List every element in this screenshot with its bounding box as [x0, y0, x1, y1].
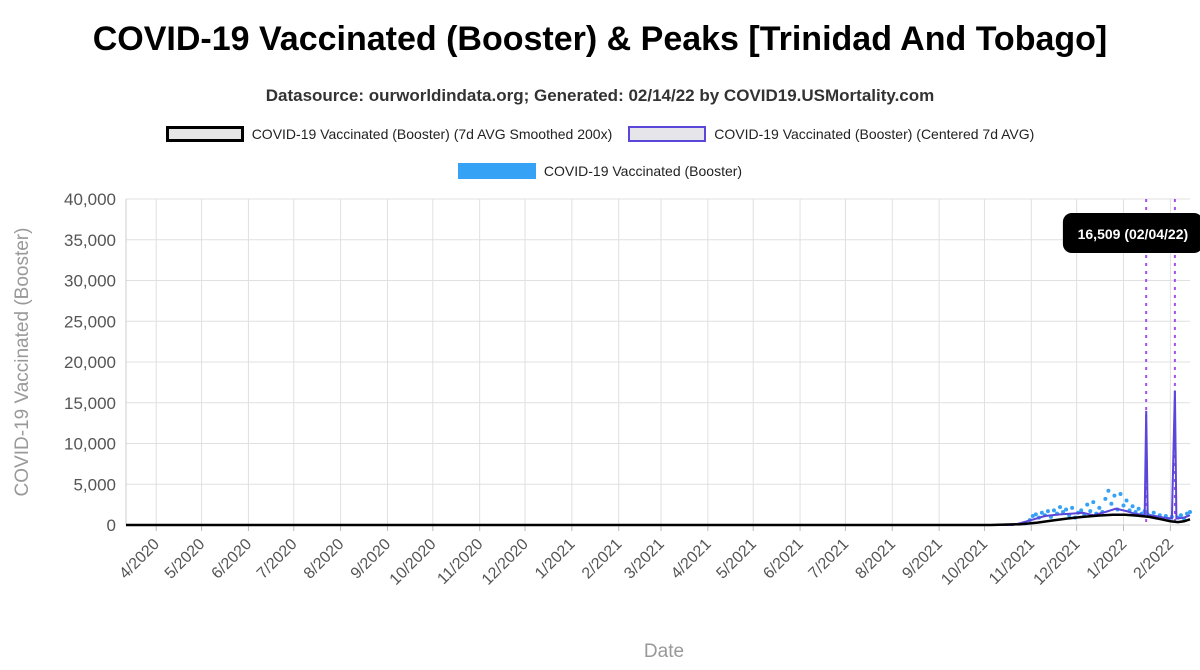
legend-item-smoothed[interactable]: COVID-19 Vaccinated (Booster) (7d AVG Sm… — [165, 126, 613, 142]
x-tick-label: 1/2022 — [1084, 536, 1131, 583]
raw-data-point — [1151, 510, 1156, 515]
raw-data-point — [1070, 505, 1075, 510]
raw-data-point — [1118, 492, 1123, 497]
raw-data-point — [1030, 514, 1035, 519]
centered-avg-line — [126, 390, 1191, 526]
y-tick-label: 5,000 — [73, 475, 116, 494]
legend-swatch-centered — [628, 126, 707, 142]
raw-data-point — [1079, 508, 1084, 513]
y-tick-label: 10,000 — [64, 435, 116, 454]
y-tick-label: 20,000 — [64, 353, 116, 372]
raw-data-point — [1136, 506, 1141, 511]
x-tick-label: 12/2021 — [1031, 536, 1084, 589]
x-tick-label: 2/2021 — [579, 536, 626, 583]
peak-annotation-text: 16,509 (02/04/22) — [1078, 226, 1189, 242]
legend-swatch-raw — [457, 163, 536, 179]
raw-data-point — [1124, 498, 1129, 503]
y-tick-label: 35,000 — [64, 231, 116, 250]
raw-data-point — [1061, 509, 1066, 514]
chart-subtitle: Datasource: ourworldindata.org; Generate… — [265, 86, 935, 105]
y-tick-label: 0 — [107, 516, 116, 535]
legend-label-raw: COVID-19 Vaccinated (Booster) — [543, 163, 743, 179]
smoothed-avg-line — [126, 513, 1191, 527]
raw-data-point — [1085, 502, 1090, 507]
x-tick-label: 5/2020 — [162, 536, 209, 583]
x-tick-label: 10/2021 — [938, 536, 991, 589]
x-tick-label: 12/2020 — [479, 536, 532, 589]
raw-data-point — [1109, 501, 1114, 506]
chart-title: COVID-19 Vaccinated (Booster) & Peaks [T… — [92, 20, 1108, 58]
y-tick-label: 30,000 — [64, 272, 116, 291]
x-tick-label: 1/2021 — [532, 536, 579, 583]
raw-data-point — [1033, 512, 1038, 517]
x-tick-label: 11/2020 — [434, 536, 486, 588]
legend-row-1: COVID-19 Vaccinated (Booster) (7d AVG Sm… — [0, 126, 1200, 142]
peak-annotation-box — [1062, 213, 1200, 253]
x-tick-label: 5/2021 — [713, 536, 760, 583]
raw-data-point — [1106, 488, 1111, 493]
raw-data-point — [1051, 508, 1056, 513]
x-axis-title: Date — [644, 641, 684, 662]
x-tick-label: 3/2021 — [621, 536, 668, 583]
y-tick-label: 15,000 — [64, 394, 116, 413]
legend-row-2: COVID-19 Vaccinated (Booster) — [0, 163, 1200, 179]
legend-label-smoothed: COVID-19 Vaccinated (Booster) (7d AVG Sm… — [251, 126, 613, 142]
raw-data-point — [1088, 509, 1093, 514]
raw-data-point — [1091, 500, 1096, 505]
raw-data-point — [1121, 503, 1126, 508]
raw-data-point — [1130, 504, 1135, 509]
x-tick-label: 6/2020 — [209, 536, 256, 583]
y-tick-label: 40,000 — [64, 190, 116, 209]
y-tick-label: 25,000 — [64, 312, 116, 331]
raw-data-point — [1097, 505, 1102, 510]
x-tick-label: 2/2022 — [1131, 536, 1178, 583]
raw-data-point — [1112, 493, 1117, 498]
x-tick-label: 4/2021 — [668, 536, 715, 583]
raw-data-point — [1188, 509, 1192, 514]
legend-label-centered: COVID-19 Vaccinated (Booster) (Centered … — [714, 126, 1035, 142]
raw-data-point — [1039, 510, 1044, 515]
raw-data-point — [1045, 509, 1050, 514]
legend-swatch-smoothed — [165, 126, 244, 142]
x-tick-label: 8/2020 — [301, 536, 348, 583]
legend-item-raw[interactable]: COVID-19 Vaccinated (Booster) — [457, 163, 743, 179]
x-tick-label: 7/2021 — [806, 536, 853, 583]
x-tick-label: 6/2021 — [760, 536, 807, 583]
raw-data-point — [1184, 511, 1189, 516]
raw-data-point — [1064, 507, 1069, 512]
raw-data-point — [1058, 505, 1063, 510]
x-tick-label: 7/2020 — [254, 536, 301, 583]
legend-item-centered[interactable]: COVID-19 Vaccinated (Booster) (Centered … — [628, 126, 1034, 142]
x-tick-label: 8/2021 — [852, 536, 899, 583]
x-tick-label: 4/2020 — [116, 536, 163, 583]
raw-data-point — [1178, 513, 1183, 518]
x-tick-label: 10/2020 — [387, 536, 440, 589]
x-tick-label: 11/2021 — [986, 536, 1038, 588]
raw-data-point — [1103, 496, 1108, 501]
y-axis-title: COVID-19 Vaccinated (Booster) — [12, 228, 33, 497]
